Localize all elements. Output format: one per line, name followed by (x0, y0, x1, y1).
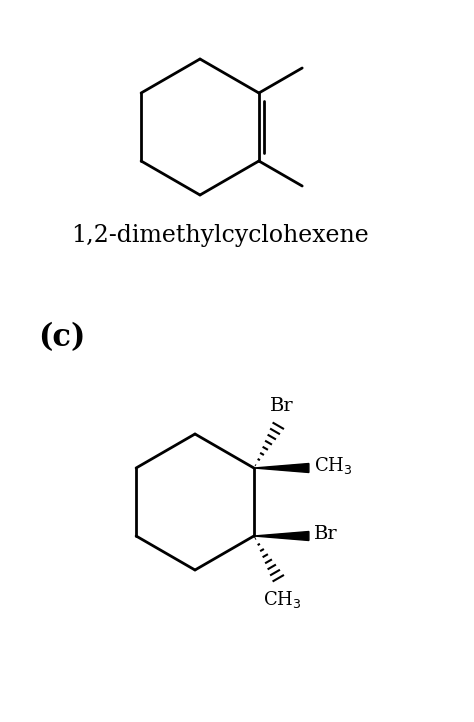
Text: Br: Br (270, 397, 294, 415)
Text: CH$_3$: CH$_3$ (314, 456, 353, 477)
Polygon shape (254, 531, 309, 541)
Text: 1,2-dimethylcyclohexene: 1,2-dimethylcyclohexene (71, 224, 369, 247)
Text: CH$_3$: CH$_3$ (263, 589, 301, 610)
Polygon shape (254, 464, 309, 472)
Text: Br: Br (314, 525, 337, 543)
Text: (c): (c) (38, 322, 85, 353)
